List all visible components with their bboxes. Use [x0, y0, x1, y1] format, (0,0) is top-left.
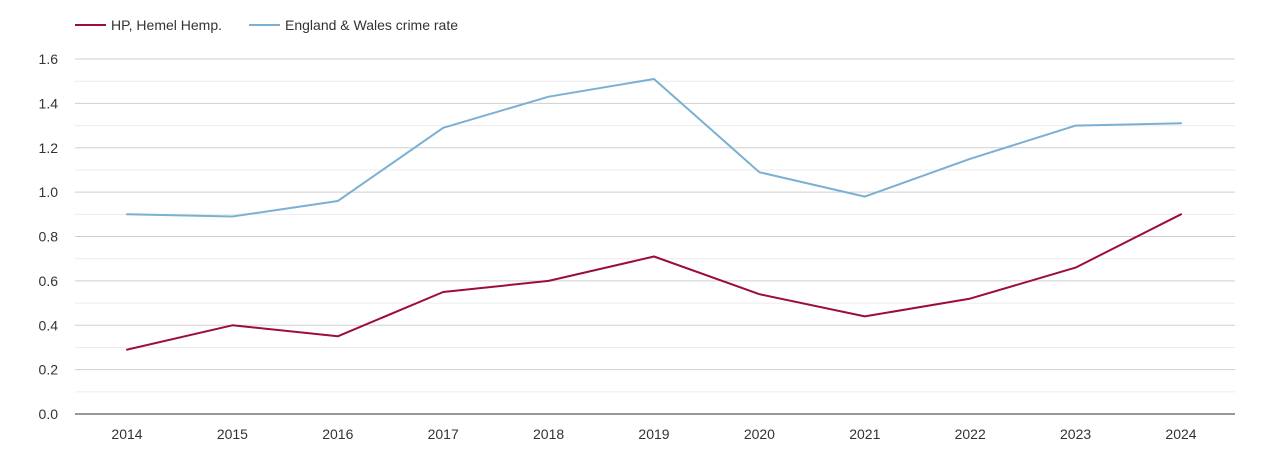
- legend: HP, Hemel Hemp. England & Wales crime rat…: [75, 17, 458, 33]
- x-tick-label: 2014: [111, 426, 142, 442]
- x-tick-label: 2017: [428, 426, 459, 442]
- y-tick-label: 0.6: [39, 273, 59, 289]
- y-tick-label: 0.4: [39, 317, 59, 333]
- y-tick-label: 1.6: [39, 51, 59, 67]
- y-tick-label: 1.0: [39, 184, 59, 200]
- legend-label: England & Wales crime rate: [285, 17, 458, 33]
- series-line: [126, 213, 1182, 351]
- legend-item: England & Wales crime rate: [249, 17, 458, 33]
- x-axis: 2014 2015 2016 2017 2018 2019 2020 2021 2022 2023…: [75, 413, 1235, 442]
- series-0: [126, 213, 1182, 351]
- x-tick-label: 2016: [322, 426, 353, 442]
- x-tick-label: 2021: [849, 426, 880, 442]
- x-tick-label: 2023: [1060, 426, 1091, 442]
- x-tick-label: 2024: [1165, 426, 1196, 442]
- y-tick-label: 0.2: [39, 362, 59, 378]
- y-tick-label: 1.4: [39, 95, 59, 111]
- x-tick-label: 2022: [955, 426, 986, 442]
- x-tick-label: 2018: [533, 426, 564, 442]
- series-layer: [126, 78, 1182, 351]
- series-1: [126, 78, 1182, 218]
- x-tick-label: 2015: [217, 426, 248, 442]
- y-tick-label: 1.2: [39, 140, 59, 156]
- series-line: [126, 78, 1182, 218]
- x-tick-label: 2019: [638, 426, 669, 442]
- legend-label: HP, Hemel Hemp.: [111, 17, 222, 33]
- x-tick-label: 2020: [744, 426, 775, 442]
- gridlines: [75, 58, 1235, 393]
- legend-item: HP, Hemel Hemp.: [75, 17, 222, 33]
- y-tick-label: 0.0: [39, 406, 59, 422]
- y-axis: 0.0 0.2 0.4 0.6 0.8 1.0 1.2 1.4 1.6: [39, 51, 59, 422]
- y-tick-label: 0.8: [39, 229, 59, 245]
